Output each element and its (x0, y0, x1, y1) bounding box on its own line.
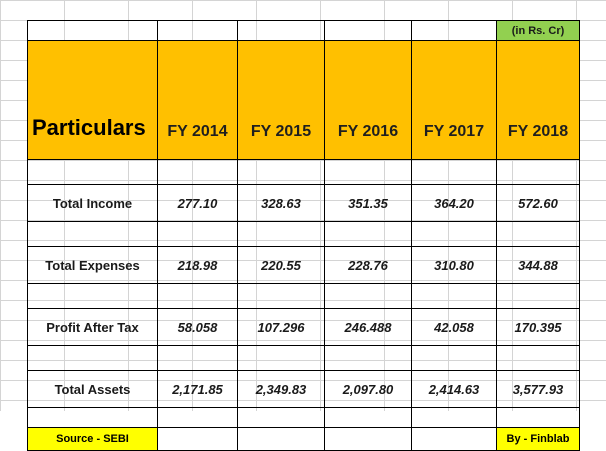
table-row-total-income: Total Income 277.10 328.63 351.35 364.20… (27, 184, 580, 222)
header-particulars[interactable]: Particulars (27, 40, 158, 160)
cell[interactable] (411, 427, 497, 451)
cell[interactable] (324, 283, 412, 309)
spacer-row (27, 159, 580, 185)
cell[interactable] (324, 427, 412, 451)
cell[interactable] (237, 221, 325, 247)
row-label[interactable]: Total Income (27, 184, 158, 222)
cell[interactable] (496, 221, 580, 247)
value-cell[interactable]: 344.88 (496, 246, 580, 284)
cell[interactable] (27, 283, 158, 309)
cell[interactable] (157, 283, 238, 309)
spacer-row (27, 283, 580, 309)
cell[interactable] (411, 283, 497, 309)
value-cell[interactable]: 58.058 (157, 308, 238, 346)
cell[interactable] (27, 345, 158, 371)
header-year-2017[interactable]: FY 2017 (411, 40, 497, 160)
cell[interactable] (237, 427, 325, 451)
value-cell[interactable]: 277.10 (157, 184, 238, 222)
header-year-2015[interactable]: FY 2015 (237, 40, 325, 160)
author-note[interactable]: By - Finblab (496, 427, 580, 451)
cell[interactable] (157, 345, 238, 371)
cell[interactable] (237, 20, 325, 41)
table-row-total-assets: Total Assets 2,171.85 2,349.83 2,097.80 … (27, 370, 580, 408)
value-cell[interactable]: 2,097.80 (324, 370, 412, 408)
cell[interactable] (496, 345, 580, 371)
financial-summary-table: (in Rs. Cr) Particulars FY 2014 FY 2015 … (27, 20, 580, 451)
header-year-2016[interactable]: FY 2016 (324, 40, 412, 160)
value-cell[interactable]: 220.55 (237, 246, 325, 284)
cell[interactable] (324, 20, 412, 41)
value-cell[interactable]: 3,577.93 (496, 370, 580, 408)
header-row: Particulars FY 2014 FY 2015 FY 2016 FY 2… (27, 40, 580, 160)
table-row-profit-after-tax: Profit After Tax 58.058 107.296 246.488 … (27, 308, 580, 346)
cell[interactable] (324, 345, 412, 371)
cell[interactable] (157, 427, 238, 451)
row-label[interactable]: Total Assets (27, 370, 158, 408)
unit-row: (in Rs. Cr) (27, 20, 580, 41)
cell[interactable] (27, 20, 158, 41)
value-cell[interactable]: 351.35 (324, 184, 412, 222)
cell[interactable] (324, 221, 412, 247)
value-cell[interactable]: 310.80 (411, 246, 497, 284)
value-cell[interactable]: 42.058 (411, 308, 497, 346)
value-cell[interactable]: 107.296 (237, 308, 325, 346)
header-year-2018[interactable]: FY 2018 (496, 40, 580, 160)
value-cell[interactable]: 246.488 (324, 308, 412, 346)
value-cell[interactable]: 2,349.83 (237, 370, 325, 408)
cell[interactable] (27, 159, 158, 185)
cell[interactable] (496, 159, 580, 185)
row-label[interactable]: Total Expenses (27, 246, 158, 284)
value-cell[interactable]: 572.60 (496, 184, 580, 222)
cell[interactable] (237, 159, 325, 185)
cell[interactable] (324, 159, 412, 185)
cell[interactable] (411, 20, 497, 41)
cell[interactable] (157, 221, 238, 247)
value-cell[interactable]: 364.20 (411, 184, 497, 222)
cell[interactable] (411, 345, 497, 371)
row-label[interactable]: Profit After Tax (27, 308, 158, 346)
cell[interactable] (411, 221, 497, 247)
footer-row: Source - SEBI By - Finblab (27, 427, 580, 451)
cell[interactable] (411, 159, 497, 185)
cell[interactable] (27, 221, 158, 247)
spacer-row (27, 345, 580, 371)
cell[interactable] (157, 20, 238, 41)
source-note[interactable]: Source - SEBI (27, 427, 158, 451)
cell[interactable] (157, 159, 238, 185)
value-cell[interactable]: 328.63 (237, 184, 325, 222)
cell[interactable] (237, 283, 325, 309)
value-cell[interactable]: 2,171.85 (157, 370, 238, 408)
unit-note[interactable]: (in Rs. Cr) (496, 20, 580, 41)
value-cell[interactable]: 2,414.63 (411, 370, 497, 408)
cell[interactable] (237, 345, 325, 371)
spacer-row (27, 221, 580, 247)
table-row-total-expenses: Total Expenses 218.98 220.55 228.76 310.… (27, 246, 580, 284)
value-cell[interactable]: 228.76 (324, 246, 412, 284)
value-cell[interactable]: 218.98 (157, 246, 238, 284)
cell[interactable] (496, 283, 580, 309)
value-cell[interactable]: 170.395 (496, 308, 580, 346)
header-year-2014[interactable]: FY 2014 (157, 40, 238, 160)
